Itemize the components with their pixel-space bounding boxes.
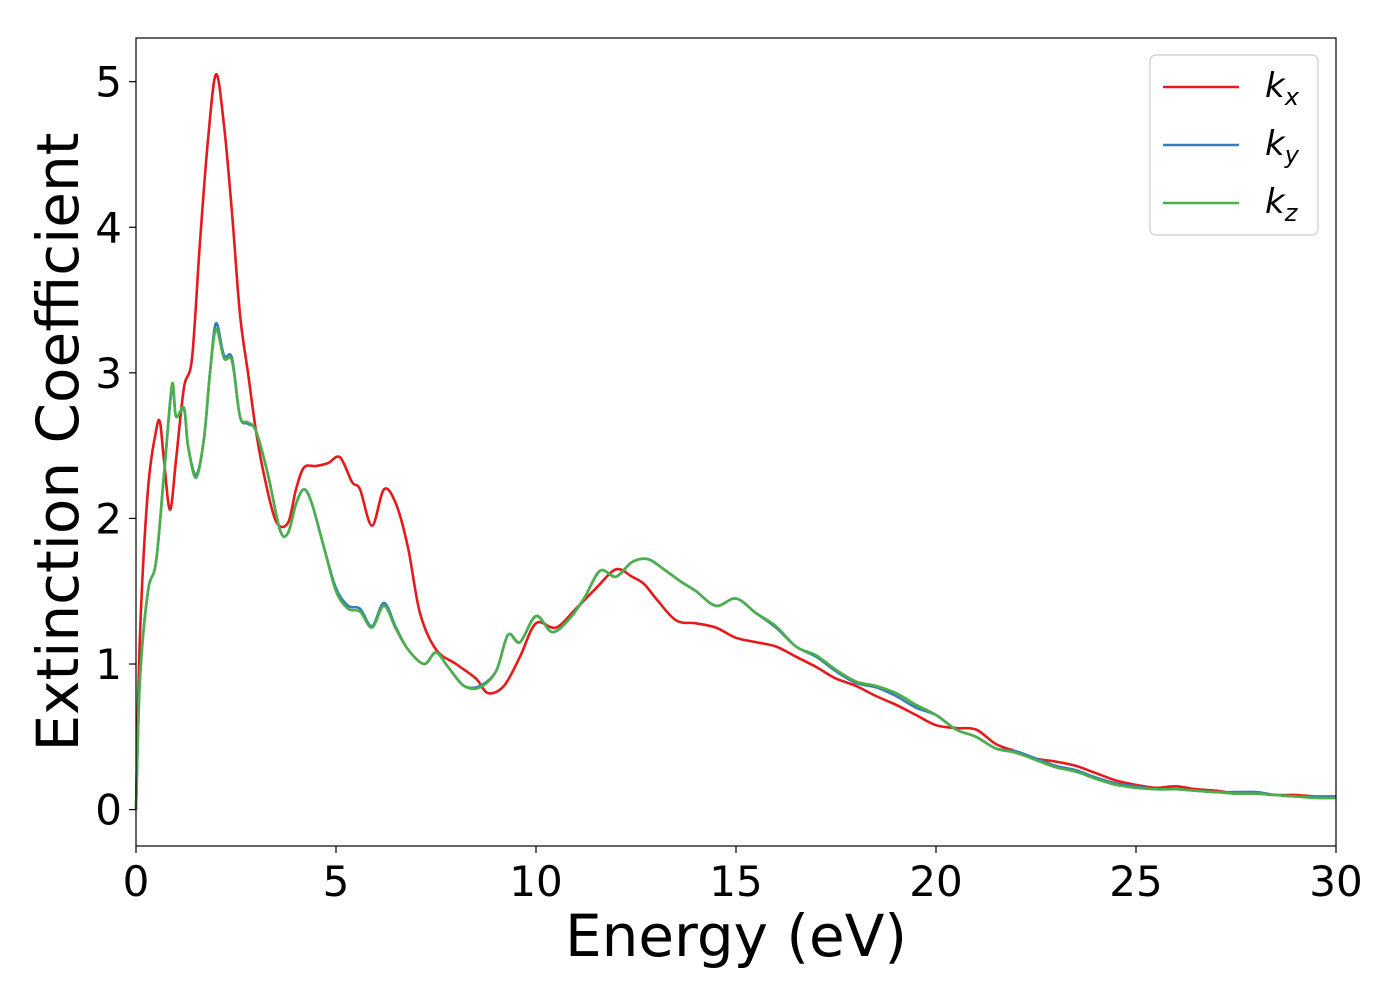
x-tick-label: 15 [709,857,762,906]
y-axis-title: Extinction Coefficient [24,133,92,752]
y-tick-label: 4 [95,203,122,252]
x-tick-label: 30 [1309,857,1362,906]
legend-label-x: kx [1265,66,1300,111]
x-tick-label: 25 [1109,857,1162,906]
y-axis: 0 1 2 3 4 5 [95,58,136,835]
series-line-z [134,327,1337,810]
legend-label-y: ky [1265,124,1300,169]
x-tick-label: 0 [123,857,150,906]
x-tick-label: 20 [909,857,962,906]
series-layer [134,73,1337,810]
y-tick-label: 0 [95,786,122,835]
y-tick-label: 3 [95,349,122,398]
x-tick-label: 10 [509,857,562,906]
x-axis-title: Energy (eV) [565,902,907,970]
y-tick-label: 2 [95,494,122,543]
series-line-y [134,321,1336,810]
x-tick-label: 5 [323,857,350,906]
series-line-x [134,73,1337,810]
legend-label-z: kz [1265,182,1299,227]
y-tick-label: 5 [95,58,122,107]
legend: kx ky kz [1149,54,1319,236]
x-axis: 0 5 10 15 20 25 30 [123,846,1363,906]
y-tick-label: 1 [95,640,122,689]
